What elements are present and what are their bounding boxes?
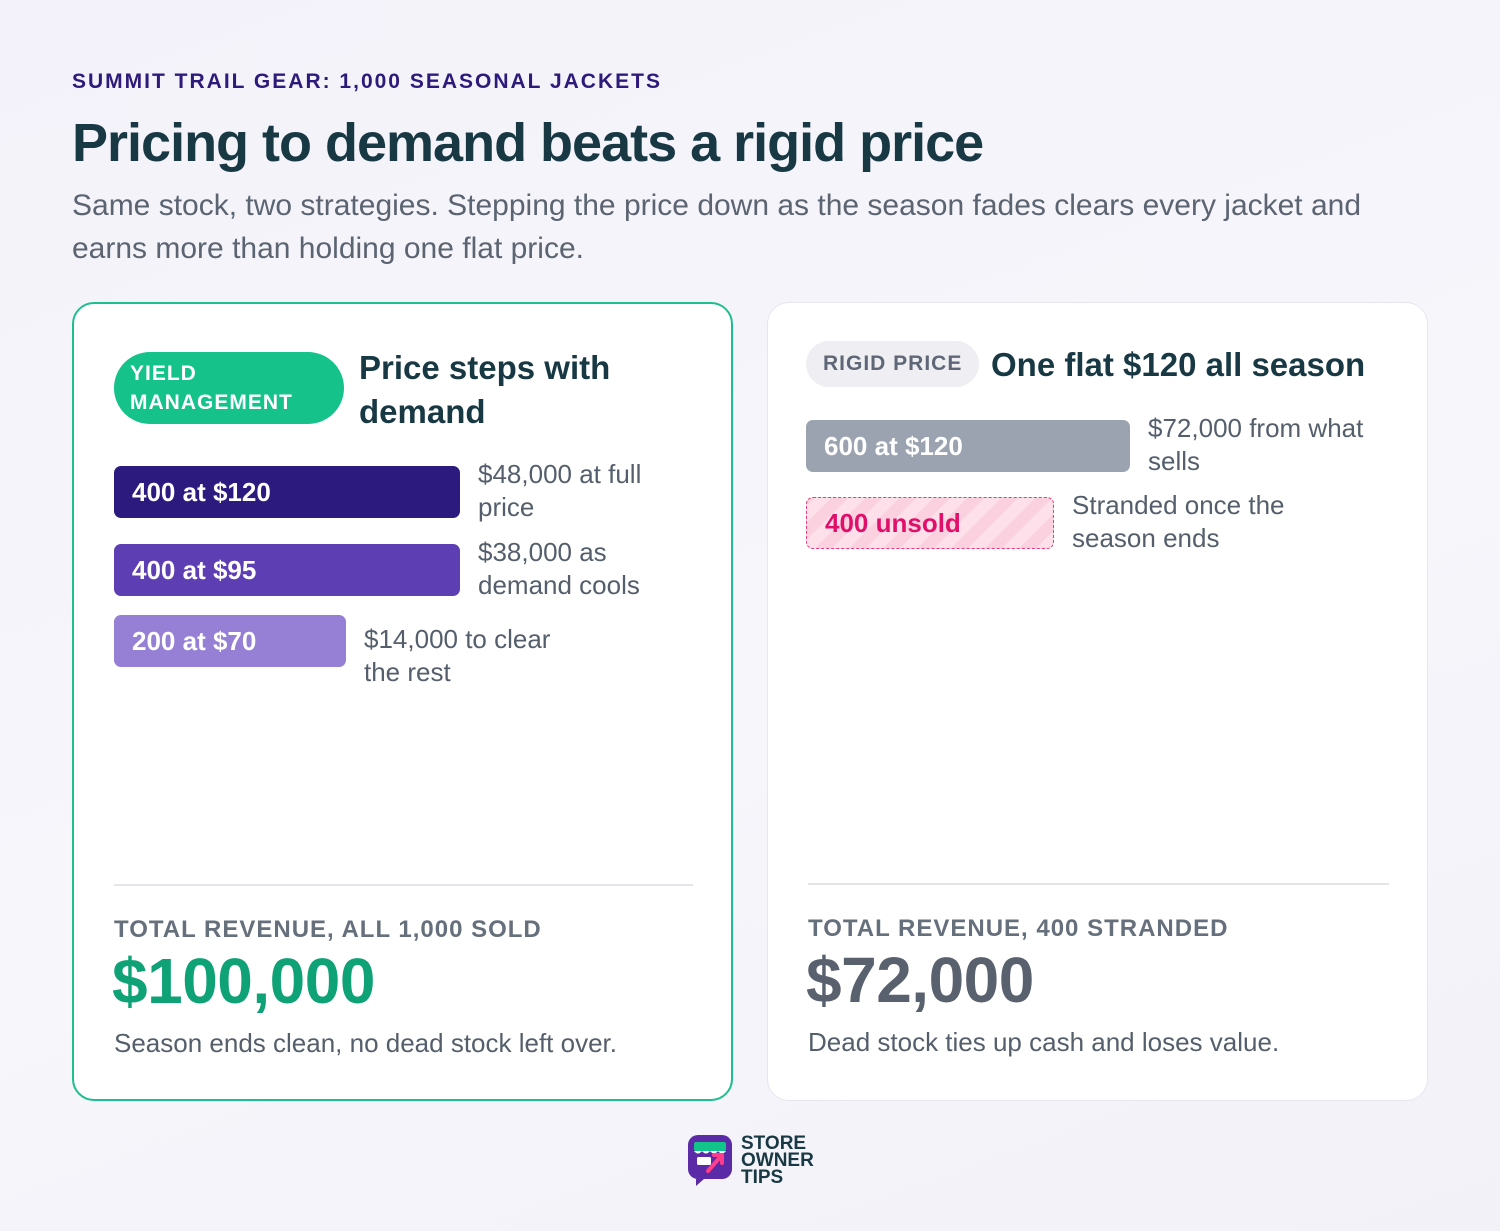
yield-total-label: TOTAL REVENUE, ALL 1,000 SOLD [114,916,542,943]
logo-line-1: STORE [741,1132,807,1154]
bar-note: Stranded once the season ends [1072,490,1285,553]
rigid-divider [808,883,1389,885]
storefront-arrow-icon [688,1135,732,1186]
yield-management-card: YIELD MANAGEMENT Price steps with demand… [72,302,733,1101]
yield-management-badge: YIELD MANAGEMENT [114,352,344,424]
bar-note: $14,000 to clear the rest [364,624,551,687]
bar-tier-1: 600 at $120 [806,420,1130,472]
rigid-price-card: RIGID PRICE One flat $120 all season 600… [767,302,1428,1101]
bar-tier-3: 200 at $70 [114,615,346,667]
bar-tier-1: 400 at $120 [114,466,460,518]
bar-unsold: 400 unsold [806,497,1054,549]
bar-tier-2: 400 at $95 [114,544,460,596]
rigid-card-title: One flat $120 all season [991,346,1366,383]
rigid-price-badge: RIGID PRICE [806,341,980,387]
page-subtitle: Same stock, two strategies. Stepping the… [72,189,1362,265]
bar-note: $48,000 at full price [478,459,642,522]
rigid-total-value: $72,000 [806,944,1034,1016]
eyebrow: SUMMIT TRAIL GEAR: 1,000 SEASONAL JACKET… [72,70,662,93]
rigid-total-label: TOTAL REVENUE, 400 STRANDED [808,915,1229,942]
store-owner-tips-logo: STORE OWNER TIPS [686,1133,814,1187]
yield-card-title: Price steps with demand [359,349,611,430]
yield-divider [114,884,693,886]
page-title: Pricing to demand beats a rigid price [72,113,984,173]
bar-note: $72,000 from what sells [1148,413,1364,476]
yield-total-note: Season ends clean, no dead stock left ov… [114,1028,618,1058]
logo-line-3: TIPS [741,1166,784,1188]
rigid-total-note: Dead stock ties up cash and loses value. [808,1027,1280,1057]
yield-total-value: $100,000 [112,945,375,1017]
logo-wordmark: STORE OWNER TIPS [741,1132,814,1188]
logo-line-2: OWNER [741,1149,814,1171]
bar-note: $38,000 as demand cools [478,537,640,600]
